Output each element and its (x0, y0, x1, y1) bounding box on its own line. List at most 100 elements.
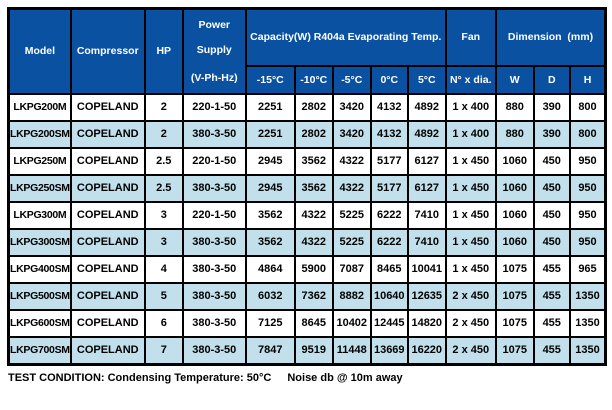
table-row: LKPG300SM COPELAND 3 380-3-50 3562 4322 5225 62… (7, 227, 607, 257)
header-dim-w: W (494, 64, 535, 95)
cell-capacity-5c: 4892 (406, 92, 447, 122)
cell-capacity-minus10c: 9519 (293, 335, 334, 365)
cell-dim-d: 455 (532, 335, 571, 365)
cell-fan: 1 x 400 (444, 119, 497, 149)
cell-power-supply: 380-3-50 (181, 119, 247, 149)
cell-compressor: COPELAND (69, 92, 146, 122)
cell-dim-d: 455 (532, 254, 571, 284)
header-fan-size: N° x dia. (444, 64, 497, 95)
header-dim-h: H (568, 64, 607, 95)
cell-dim-w: 880 (494, 119, 535, 149)
header-temp-5: 5°C (406, 64, 447, 95)
cell-capacity-5c: 6127 (406, 146, 447, 176)
cell-capacity-0c: 5177 (369, 173, 409, 203)
cell-dim-h: 950 (568, 146, 607, 176)
cell-fan: 1 x 450 (444, 227, 497, 257)
cell-power-supply: 380-3-50 (181, 308, 247, 338)
cell-dim-h: 950 (568, 227, 607, 257)
cell-compressor: COPELAND (69, 173, 146, 203)
cell-capacity-minus15c: 2945 (244, 146, 296, 176)
cell-dim-h: 950 (568, 200, 607, 230)
cell-dim-h: 1350 (568, 281, 607, 311)
cell-capacity-5c: 12635 (406, 281, 447, 311)
cell-capacity-minus10c: 3562 (293, 146, 334, 176)
header-temp-minus10: -10°C (293, 64, 334, 95)
cell-capacity-5c: 7410 (406, 200, 447, 230)
cell-dim-d: 450 (532, 200, 571, 230)
cell-capacity-minus10c: 2802 (293, 119, 334, 149)
cell-dim-d: 455 (532, 281, 571, 311)
cell-model: LKPG500SM (7, 281, 72, 311)
cell-fan: 1 x 450 (444, 254, 497, 284)
cell-capacity-0c: 5177 (369, 146, 409, 176)
cell-hp: 2 (143, 92, 184, 122)
cell-capacity-5c: 14820 (406, 308, 447, 338)
cell-capacity-0c: 6222 (369, 200, 409, 230)
cell-dim-d: 450 (532, 227, 571, 257)
cell-capacity-minus15c: 2251 (244, 119, 296, 149)
cell-power-supply: 380-3-50 (181, 335, 247, 365)
cell-capacity-minus5c: 7087 (331, 254, 372, 284)
cell-capacity-minus15c: 2251 (244, 92, 296, 122)
header-temp-minus5: -5°C (331, 64, 372, 95)
header-temp-0: 0°C (369, 64, 409, 95)
power-supply-line-2: Supply (196, 43, 232, 56)
cell-capacity-minus5c: 10402 (331, 308, 372, 338)
cell-model: LKPG300M (7, 200, 72, 230)
cell-model: LKPG400SM (7, 254, 72, 284)
table-row: LKPG500SM COPELAND 5 380-3-50 6032 7362 8882 10… (7, 281, 607, 311)
cell-compressor: COPELAND (69, 254, 146, 284)
cell-model: LKPG300SM (7, 227, 72, 257)
cell-compressor: COPELAND (69, 308, 146, 338)
cell-model: LKPG200M (7, 92, 72, 122)
power-supply-line-1: Power (198, 18, 230, 31)
cell-capacity-0c: 8465 (369, 254, 409, 284)
header-fan-group: Fan (444, 7, 497, 67)
cell-dim-h: 800 (568, 119, 607, 149)
cell-dim-d: 455 (532, 308, 571, 338)
cell-capacity-minus15c: 7125 (244, 308, 296, 338)
cell-capacity-0c: 4132 (369, 92, 409, 122)
cell-capacity-minus10c: 4322 (293, 227, 334, 257)
cell-capacity-minus5c: 8882 (331, 281, 372, 311)
header-compressor: Compressor (69, 7, 146, 95)
cell-capacity-minus5c: 4322 (331, 173, 372, 203)
spec-table: Model Compressor HP Power Supply (V-Ph-H… (7, 7, 608, 366)
table-row: LKPG600SM COPELAND 6 380-3-50 7125 8645 10402 1… (7, 308, 607, 338)
cell-compressor: COPELAND (69, 200, 146, 230)
table-row: LKPG250SM COPELAND 2.5 380-3-50 2945 3562 4322… (7, 173, 607, 203)
noise-note-text: Noise db @ 10m away (287, 371, 403, 384)
table-header: Model Compressor HP Power Supply (V-Ph-H… (7, 7, 607, 95)
cell-dim-w: 1060 (494, 173, 535, 203)
power-supply-line-3: (V-Ph-Hz) (190, 71, 238, 84)
table-body: LKPG200M COPELAND 2 220-1-50 2251 2802 3420 413… (7, 92, 607, 365)
cell-capacity-0c: 12445 (369, 308, 409, 338)
cell-capacity-minus10c: 8645 (293, 308, 334, 338)
test-condition-text: TEST CONDITION: Condensing Temperature: … (8, 371, 272, 384)
table-row: LKPG400SM COPELAND 4 380-3-50 4864 5900 7087 84… (7, 254, 607, 284)
cell-capacity-minus15c: 2945 (244, 173, 296, 203)
cell-capacity-minus5c: 3420 (331, 119, 372, 149)
cell-fan: 1 x 450 (444, 146, 497, 176)
cell-dim-w: 1075 (494, 335, 535, 365)
cell-hp: 3 (143, 200, 184, 230)
cell-capacity-0c: 10640 (369, 281, 409, 311)
cell-capacity-0c: 4132 (369, 119, 409, 149)
cell-model: LKPG700SM (7, 335, 72, 365)
cell-capacity-5c: 10041 (406, 254, 447, 284)
cell-capacity-minus10c: 3562 (293, 173, 334, 203)
cell-capacity-minus10c: 7362 (293, 281, 334, 311)
cell-dim-w: 1075 (494, 281, 535, 311)
cell-dim-d: 450 (532, 146, 571, 176)
cell-capacity-minus15c: 4864 (244, 254, 296, 284)
cell-model: LKPG200SM (7, 119, 72, 149)
table-row: LKPG700SM COPELAND 7 380-3-50 7847 9519 11448 1… (7, 335, 607, 365)
cell-compressor: COPELAND (69, 227, 146, 257)
cell-model: LKPG600SM (7, 308, 72, 338)
cell-dim-d: 450 (532, 173, 571, 203)
header-temp-minus15: -15°C (244, 64, 296, 95)
cell-capacity-5c: 7410 (406, 227, 447, 257)
cell-capacity-5c: 4892 (406, 119, 447, 149)
cell-capacity-minus5c: 11448 (331, 335, 372, 365)
cell-fan: 2 x 450 (444, 335, 497, 365)
